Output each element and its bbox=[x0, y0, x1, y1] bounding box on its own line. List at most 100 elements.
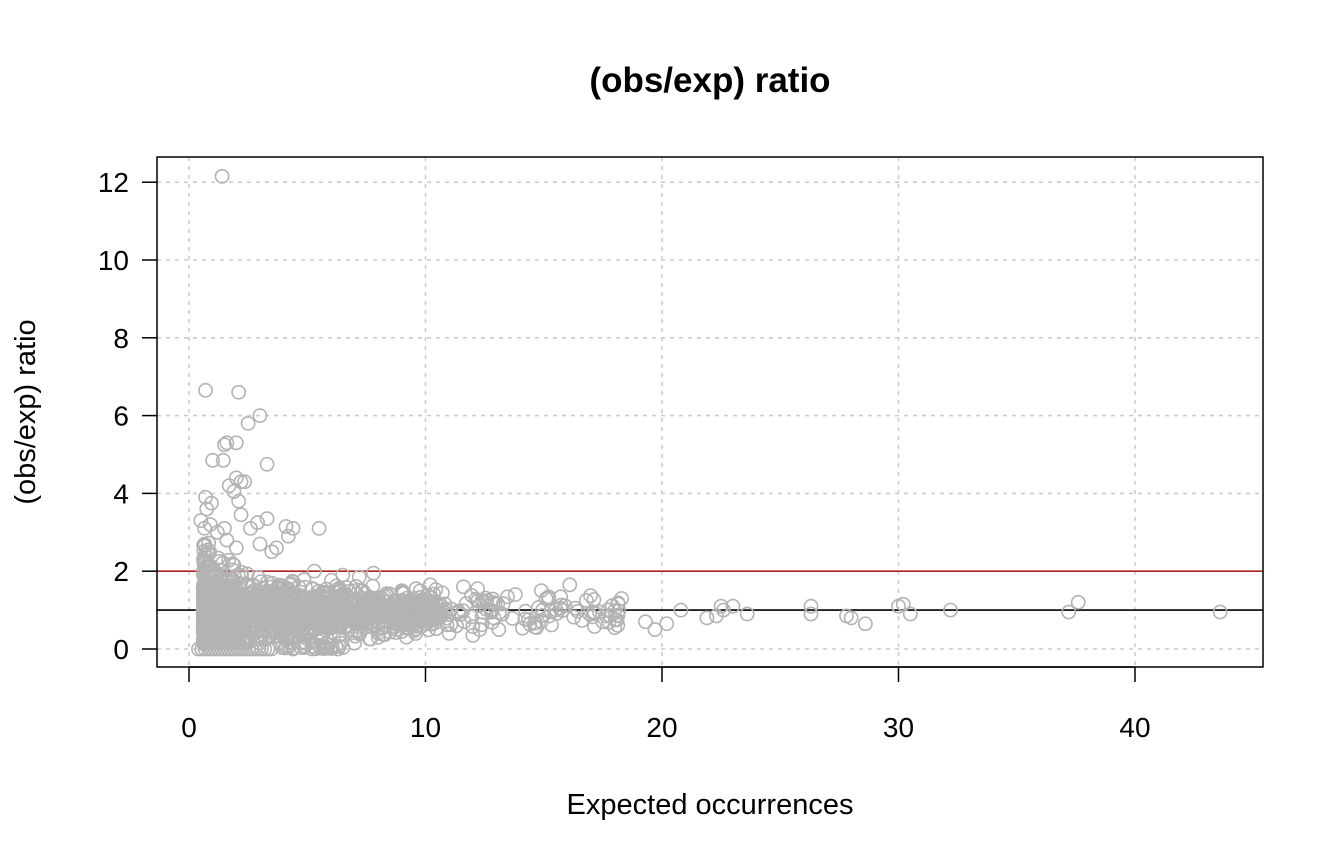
data-point bbox=[895, 596, 911, 612]
data-point bbox=[425, 600, 441, 616]
y-tick-label: 0 bbox=[113, 634, 129, 665]
data-point bbox=[311, 521, 327, 536]
data-point bbox=[331, 611, 347, 627]
data-point bbox=[198, 554, 214, 569]
data-point bbox=[253, 574, 269, 589]
data-point bbox=[553, 589, 569, 605]
data-point bbox=[604, 598, 620, 614]
data-point bbox=[252, 408, 268, 423]
data-point bbox=[259, 511, 275, 527]
data-point bbox=[322, 620, 338, 636]
data-point bbox=[228, 435, 244, 451]
x-tick-label: 0 bbox=[181, 712, 197, 743]
data-point bbox=[212, 562, 227, 578]
data-point bbox=[229, 613, 245, 629]
data-point bbox=[574, 612, 590, 628]
data-point bbox=[364, 607, 380, 623]
y-axis: 0 2 4 6 8 10 12 bbox=[98, 167, 157, 665]
data-point bbox=[541, 591, 556, 606]
data-point bbox=[280, 528, 296, 544]
x-tick-label: 30 bbox=[883, 712, 914, 743]
data-point bbox=[335, 567, 351, 583]
x-tick-label: 40 bbox=[1119, 712, 1150, 743]
data-point bbox=[507, 587, 523, 602]
data-point bbox=[465, 619, 481, 635]
data-point bbox=[1212, 604, 1228, 620]
data-point bbox=[258, 598, 274, 614]
data-point bbox=[389, 597, 405, 612]
data-point bbox=[943, 602, 958, 618]
data-point bbox=[609, 612, 625, 628]
data-point bbox=[296, 572, 312, 588]
data-point bbox=[583, 588, 598, 604]
data-point bbox=[195, 606, 211, 622]
data-point bbox=[470, 581, 485, 597]
data-point bbox=[255, 580, 271, 596]
data-point bbox=[716, 602, 731, 618]
data-point bbox=[276, 623, 292, 638]
data-point bbox=[274, 578, 290, 594]
data-point bbox=[441, 626, 457, 641]
data-point bbox=[205, 452, 221, 468]
data-point bbox=[217, 595, 233, 610]
data-point bbox=[1061, 604, 1077, 620]
data-point bbox=[595, 614, 611, 630]
data-point bbox=[210, 630, 225, 645]
data-point bbox=[231, 493, 247, 509]
data-point bbox=[281, 590, 297, 605]
data-point bbox=[219, 629, 235, 644]
data-point bbox=[293, 599, 309, 614]
data-point bbox=[209, 524, 225, 540]
data-point bbox=[198, 382, 213, 398]
data-point bbox=[529, 620, 545, 636]
data-point bbox=[370, 629, 386, 645]
y-tick-label: 2 bbox=[113, 556, 129, 587]
data-point bbox=[699, 610, 715, 626]
data-point bbox=[392, 599, 408, 614]
data-point bbox=[347, 635, 362, 651]
x-axis: 0 10 20 30 40 bbox=[181, 666, 1151, 743]
y-tick-label: 6 bbox=[113, 401, 129, 432]
data-point bbox=[318, 639, 334, 655]
data-point bbox=[215, 452, 231, 468]
data-point bbox=[531, 600, 546, 615]
data-point bbox=[221, 635, 237, 651]
data-point bbox=[739, 606, 755, 622]
data-points bbox=[191, 168, 1228, 657]
data-point bbox=[243, 521, 258, 536]
data-point bbox=[500, 589, 515, 605]
data-point bbox=[453, 606, 469, 622]
data-point bbox=[610, 596, 626, 612]
data-point bbox=[203, 592, 219, 608]
data-point bbox=[607, 620, 623, 636]
data-point bbox=[306, 622, 321, 638]
data-point bbox=[229, 606, 245, 622]
data-point bbox=[217, 437, 232, 453]
data-point bbox=[638, 614, 653, 630]
data-point bbox=[562, 577, 578, 593]
data-point bbox=[647, 622, 663, 637]
data-point bbox=[725, 598, 741, 614]
data-point bbox=[477, 594, 493, 610]
data-point bbox=[197, 537, 213, 552]
data-point bbox=[264, 544, 280, 560]
y-tick-label: 10 bbox=[98, 245, 129, 276]
data-point bbox=[803, 606, 819, 622]
data-point bbox=[259, 456, 275, 472]
data-point bbox=[491, 622, 507, 637]
data-point bbox=[228, 540, 244, 556]
data-point bbox=[441, 607, 457, 622]
data-point bbox=[659, 616, 675, 632]
data-point bbox=[366, 565, 381, 581]
data-point bbox=[317, 589, 333, 605]
data-point bbox=[233, 507, 249, 523]
data-point bbox=[324, 614, 340, 629]
data-point bbox=[578, 592, 594, 608]
data-point bbox=[304, 641, 320, 657]
data-point bbox=[535, 602, 550, 618]
data-point bbox=[250, 628, 266, 644]
data-point bbox=[352, 626, 367, 642]
x-tick-label: 20 bbox=[646, 712, 677, 743]
data-point bbox=[286, 600, 302, 616]
data-point bbox=[803, 598, 819, 614]
